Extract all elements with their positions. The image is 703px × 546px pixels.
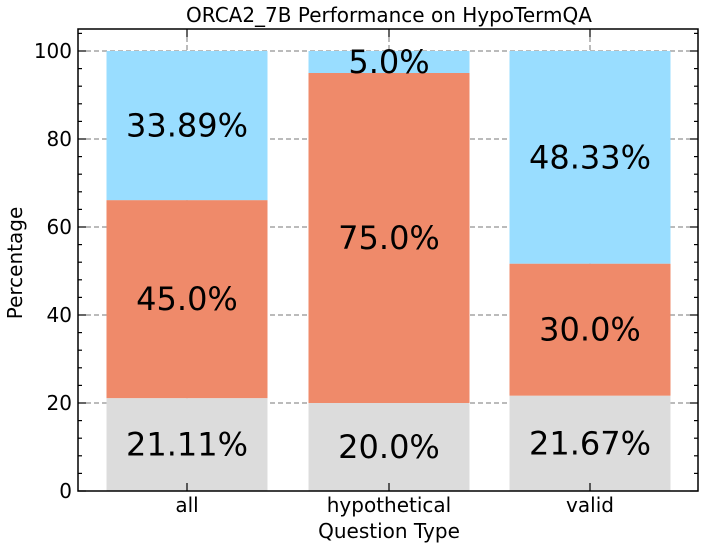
x-tick-label: hypothetical (327, 493, 451, 517)
y-tick-label: 60 (47, 215, 72, 239)
bar-segment (106, 398, 268, 491)
y-tick-label: 100 (34, 39, 72, 63)
data-label: 45.0% (136, 280, 238, 318)
x-tick-label: valid (566, 493, 614, 517)
data-label: 30.0% (539, 311, 641, 349)
y-tick-label: 20 (47, 391, 72, 415)
bar-segment (308, 51, 470, 73)
data-label: 20.0% (338, 428, 440, 466)
bar-segment (509, 263, 671, 396)
y-tick-labels: 0 20 40 60 80 100 (34, 39, 72, 503)
data-label: 5.0% (348, 43, 429, 81)
y-tick-label: 0 (59, 479, 72, 503)
axis-ticks (78, 29, 698, 492)
data-label: 75.0% (338, 219, 440, 257)
chart-title: ORCA2_7B Performance on HypoTermQA (186, 3, 592, 27)
bar-segment (509, 51, 671, 264)
data-label: 33.89% (126, 107, 248, 145)
bar-segment (509, 395, 671, 491)
bar-segment (106, 200, 268, 399)
data-label: 48.33% (529, 138, 651, 176)
bar-segment (308, 403, 470, 491)
x-axis-label: Question Type (318, 519, 460, 543)
x-tick-label: all (175, 493, 198, 517)
data-label: 21.11% (126, 426, 248, 464)
data-label: 21.67% (529, 424, 651, 462)
x-tick-labels: all hypothetical valid (175, 493, 614, 517)
bar-segment (308, 73, 470, 403)
bar-segment (106, 51, 268, 201)
bars (106, 51, 671, 491)
bar-labels: 21.11% 45.0% 33.89% 20.0% 75.0% 5.0% 21.67% 30.… (126, 43, 651, 466)
y-axis-label: Percentage (3, 207, 27, 320)
y-tick-label: 80 (47, 127, 72, 151)
y-tick-label: 40 (47, 303, 72, 327)
plot-frame (77, 28, 699, 492)
